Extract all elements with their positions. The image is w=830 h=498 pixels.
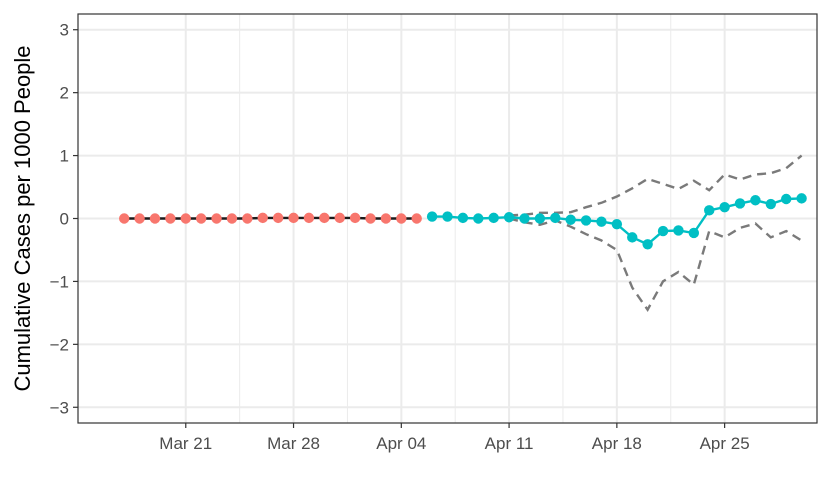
data-point-pre bbox=[319, 212, 330, 224]
data-point-pre bbox=[226, 213, 238, 224]
x-tick-label: Apr 04 bbox=[376, 434, 426, 453]
data-point-pre bbox=[211, 213, 222, 224]
data-point-post bbox=[673, 225, 684, 236]
x-tick-label: Apr 18 bbox=[592, 434, 642, 453]
data-point-post bbox=[642, 239, 653, 250]
y-tick-label: −2 bbox=[50, 335, 69, 354]
data-point-post bbox=[719, 201, 730, 213]
data-point-post bbox=[565, 214, 576, 225]
data-point-post bbox=[750, 195, 761, 206]
data-point-post bbox=[426, 211, 438, 222]
axis-ticks: −3 −2 −1 0 1 2 3 Mar 21 Mar 28 Apr 04 Apr 11 Apr 18… bbox=[50, 21, 750, 453]
y-axis-title: Cumulative Cases per 1000 People bbox=[10, 45, 35, 391]
data-point-post bbox=[734, 198, 746, 209]
data-point-post bbox=[503, 212, 515, 223]
data-point-post bbox=[534, 213, 546, 224]
x-tick-label: Apr 11 bbox=[485, 434, 534, 453]
data-point-pre bbox=[288, 212, 299, 224]
data-point-post bbox=[657, 225, 669, 237]
data-point-post bbox=[457, 212, 469, 224]
data-point-post bbox=[765, 198, 777, 210]
data-point-post bbox=[442, 211, 453, 222]
data-point-post bbox=[488, 212, 499, 224]
series-points bbox=[118, 193, 807, 250]
x-tick-label: Mar 21 bbox=[159, 434, 212, 453]
data-point-pre bbox=[257, 212, 268, 224]
data-point-post bbox=[688, 227, 700, 239]
data-point-post bbox=[473, 213, 484, 224]
y-tick-label: 2 bbox=[60, 84, 69, 103]
data-point-pre bbox=[165, 213, 176, 224]
data-point-post bbox=[704, 205, 715, 216]
data-point-pre bbox=[149, 213, 161, 224]
data-point-pre bbox=[134, 213, 145, 224]
data-point-pre bbox=[272, 212, 284, 224]
data-point-pre bbox=[195, 213, 207, 224]
data-point-pre bbox=[242, 213, 253, 224]
y-tick-label: −1 bbox=[50, 272, 69, 291]
data-point-pre bbox=[303, 212, 315, 224]
x-tick-label: Apr 25 bbox=[700, 434, 750, 453]
y-tick-label: 3 bbox=[60, 21, 69, 40]
x-tick-label: Mar 28 bbox=[267, 434, 320, 453]
data-point-post bbox=[519, 213, 530, 224]
data-point-pre bbox=[380, 213, 392, 224]
band-upper-line bbox=[509, 154, 803, 217]
data-point-post bbox=[796, 193, 807, 204]
data-point-post bbox=[781, 193, 792, 205]
data-point-post bbox=[550, 212, 561, 224]
data-point-pre bbox=[365, 213, 376, 224]
data-point-post bbox=[611, 218, 623, 230]
data-point-post bbox=[627, 232, 638, 243]
data-point-post bbox=[580, 215, 592, 226]
data-point-pre bbox=[396, 213, 407, 224]
data-point-post bbox=[596, 216, 607, 227]
data-point-pre bbox=[411, 213, 422, 224]
data-point-pre bbox=[118, 213, 130, 224]
data-point-pre bbox=[349, 212, 361, 224]
data-point-pre bbox=[334, 212, 345, 224]
y-tick-label: 1 bbox=[60, 147, 69, 166]
y-tick-label: −3 bbox=[50, 398, 69, 417]
y-tick-label: 0 bbox=[60, 210, 69, 229]
data-point-pre bbox=[180, 213, 191, 224]
